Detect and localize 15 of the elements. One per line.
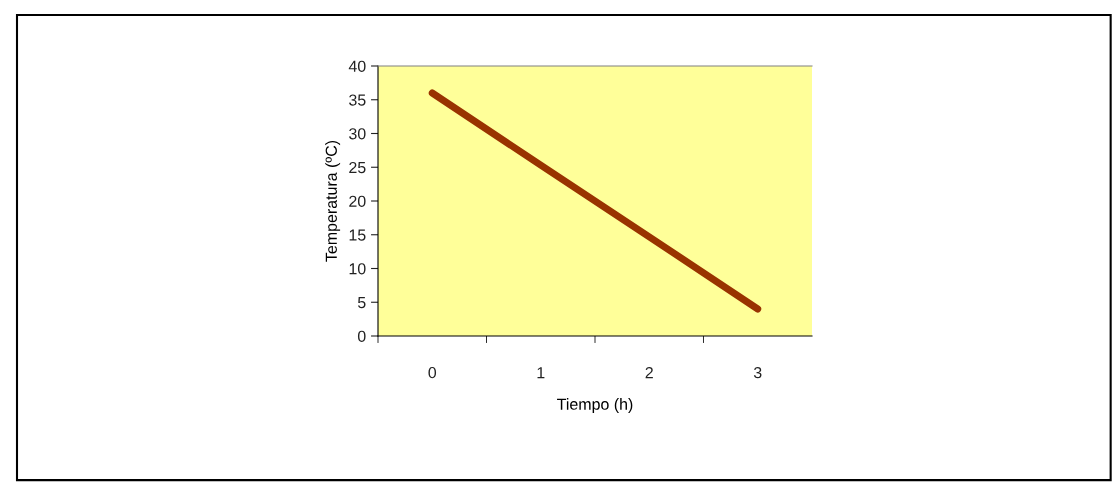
y-tick-label: 30 bbox=[349, 128, 366, 140]
y-tick-label: 20 bbox=[349, 195, 366, 207]
x-tick-label: 0 bbox=[428, 366, 437, 379]
y-axis-title: Temperatura (ºC) bbox=[325, 140, 341, 262]
x-tick-label: 1 bbox=[537, 367, 545, 379]
y-tick-label: 35 bbox=[349, 94, 366, 106]
y-tick-label: 0 bbox=[357, 330, 366, 342]
y-tick-label: 10 bbox=[349, 263, 366, 275]
y-tick-label: 40 bbox=[348, 60, 366, 72]
x-tick-label: 2 bbox=[645, 366, 653, 379]
y-tick-label: 15 bbox=[349, 229, 366, 241]
x-axis-title: Tiempo (h) bbox=[557, 398, 633, 413]
x-tick-label: 3 bbox=[753, 366, 762, 379]
y-tick-label: 5 bbox=[357, 297, 366, 309]
y-tick-label: 25 bbox=[349, 161, 366, 174]
